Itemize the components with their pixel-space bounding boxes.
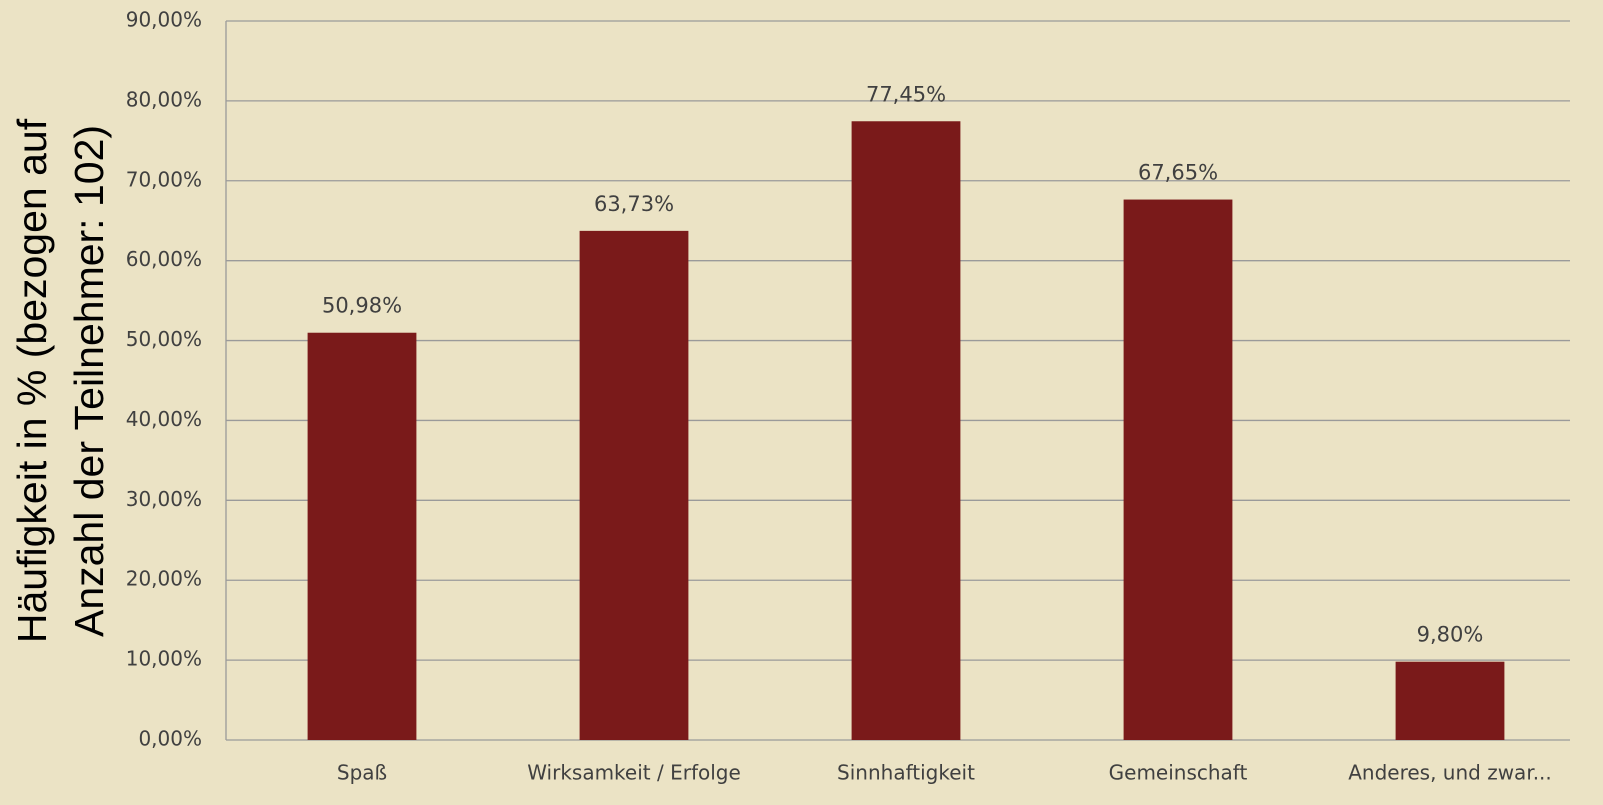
y-tick-label: 20,00% (126, 567, 202, 591)
y-tick-label: 30,00% (126, 487, 202, 511)
y-tick-label: 80,00% (126, 87, 202, 111)
bar (851, 121, 961, 740)
y-axis-title: Häufigkeit in % (bezogen auf Anzahl der … (9, 118, 112, 643)
y-tick-label: 90,00% (126, 8, 202, 32)
y-tick-label: 0,00% (138, 727, 202, 751)
x-tick-label: Spaß (337, 761, 387, 785)
y-tick-label: 60,00% (126, 247, 202, 271)
y-axis-title-line: Anzahl der Teilnehmer: 102) (66, 125, 112, 637)
x-tick-label: Wirksamkeit / Erfolge (527, 761, 741, 785)
y-tick-label: 50,00% (126, 327, 202, 351)
data-label: 50,98% (322, 294, 402, 318)
bar (307, 332, 417, 740)
data-label: 77,45% (866, 82, 946, 106)
y-tick-label: 10,00% (126, 647, 202, 671)
x-tick-label: Gemeinschaft (1109, 761, 1248, 785)
data-label: 9,80% (1417, 623, 1484, 647)
bar (1123, 199, 1233, 741)
x-tick-label: Sinnhaftigkeit (837, 761, 975, 785)
bar (1395, 661, 1505, 740)
bar (579, 230, 689, 741)
x-tick-label: Anderes, und zwar... (1348, 761, 1552, 785)
data-label: 63,73% (594, 192, 674, 216)
y-tick-label: 40,00% (126, 407, 202, 431)
data-label: 67,65% (1138, 161, 1218, 185)
y-axis-title-line: Häufigkeit in % (bezogen auf (9, 118, 55, 643)
y-tick-label: 70,00% (126, 167, 202, 191)
